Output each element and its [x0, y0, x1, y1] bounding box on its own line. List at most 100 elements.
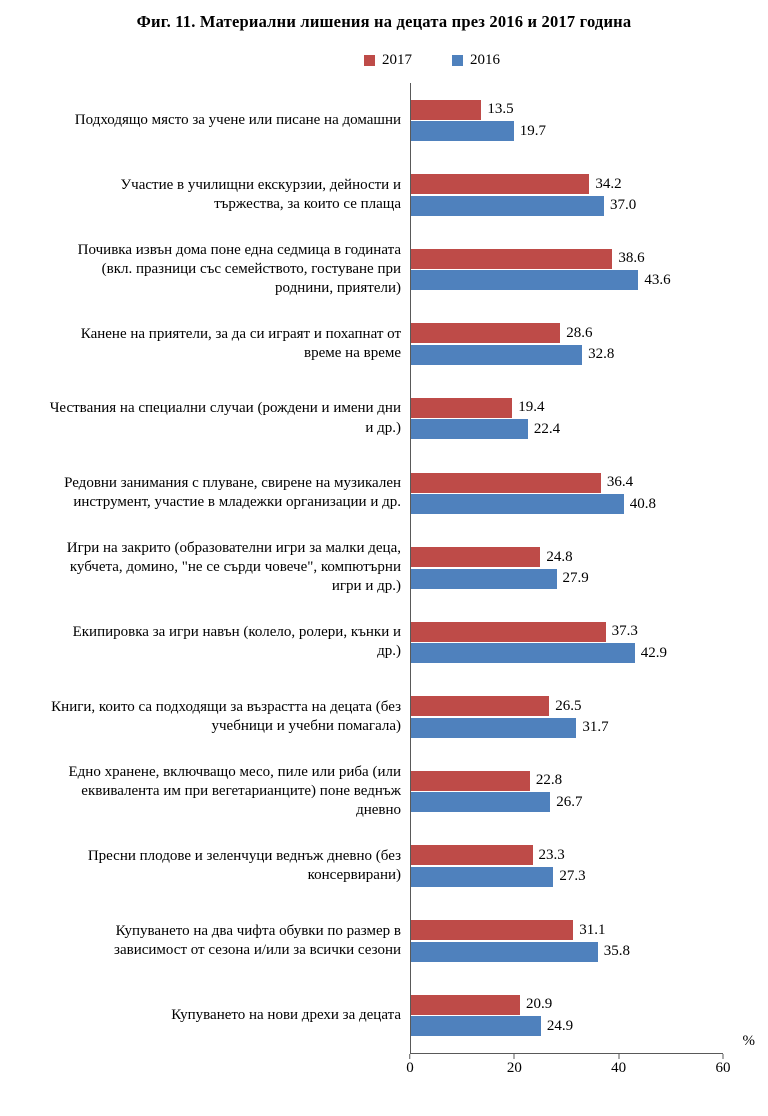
bar-group: 28.6 32.8 — [410, 306, 768, 382]
bar-2017 — [411, 621, 606, 642]
chart-row: Пресни плодове и зеленчуци веднъж дневно… — [0, 828, 768, 904]
value-label: 37.0 — [610, 197, 637, 214]
category-label: Чествания на специални случаи (рождени и… — [49, 400, 401, 436]
value-label: 24.8 — [546, 548, 573, 565]
legend-entry-2017: 2017 — [364, 52, 412, 69]
bar-group: 22.8 26.7 — [410, 754, 768, 829]
bar-2016 — [411, 643, 635, 664]
category-label: Купуването на нови дрехи за децата — [171, 1006, 401, 1023]
category-label: Участие в училищни екскурзии, дейности и… — [120, 176, 401, 212]
bar-2017 — [411, 845, 533, 866]
bar-2017 — [411, 174, 590, 195]
value-label: 40.8 — [629, 495, 657, 512]
value-label: 43.6 — [644, 271, 671, 288]
category-label: Екипировка за игри навън (колело, ролери… — [72, 624, 401, 660]
bar-2016 — [411, 717, 577, 738]
bar-group: 23.3 27.3 — [410, 828, 768, 904]
legend-entry-2016: 2016 — [452, 52, 500, 69]
chart-row: Екипировка за игри навън (колело, ролери… — [0, 605, 768, 680]
bar-2017 — [411, 696, 550, 717]
bar-2016 — [411, 1016, 541, 1037]
bar-2016 — [411, 941, 598, 962]
bar-group: 37.3 42.9 — [410, 605, 768, 680]
value-label: 38.6 — [618, 250, 645, 267]
value-label: 37.3 — [611, 623, 638, 640]
chart-row: Чествания на специални случаи (рождени и… — [0, 381, 768, 456]
value-label: 27.3 — [559, 868, 586, 885]
chart-row: Почивка извън дома поне една седмица в г… — [0, 232, 768, 307]
chart-row: Подходящо място за учене или писане на д… — [0, 83, 768, 158]
bar-2017 — [411, 397, 513, 418]
tick-label: 60 — [715, 1059, 731, 1076]
tick-label: 20 — [506, 1059, 522, 1076]
tick-mark — [409, 1053, 411, 1059]
value-label: 42.9 — [640, 644, 668, 661]
bar-group: 34.2 37.0 — [410, 157, 768, 233]
value-label: 32.8 — [588, 346, 615, 363]
value-label: 22.4 — [533, 420, 561, 437]
value-label: 13.5 — [487, 101, 514, 118]
bar-chart: Подходящо място за учене или писане на д… — [0, 83, 768, 1088]
chart-row: Редовни занимания с плуване, свирене на … — [0, 455, 768, 531]
value-label: 26.7 — [556, 793, 583, 810]
bar-2017 — [411, 99, 482, 120]
bar-2016 — [411, 419, 528, 440]
value-label: 19.7 — [519, 122, 547, 139]
value-label: 24.9 — [546, 1017, 574, 1034]
category-label: Книги, които са подходящи за възрастта н… — [51, 698, 401, 735]
value-label: 19.4 — [518, 399, 545, 416]
bar-2016 — [411, 792, 551, 813]
axis-unit-label: % — [742, 1032, 756, 1049]
value-label: 23.3 — [538, 846, 565, 863]
x-axis: 0 20 40 60 % — [406, 1033, 755, 1088]
tick-label: 40 — [611, 1059, 627, 1076]
value-label: 28.6 — [566, 324, 593, 341]
legend-label-2017: 2017 — [382, 52, 412, 68]
legend-swatch-2017 — [364, 55, 375, 66]
value-label: 20.9 — [526, 996, 553, 1013]
bar-2016 — [411, 121, 514, 142]
x-tick: 60 — [715, 1053, 731, 1077]
bar-2017 — [411, 248, 613, 269]
x-tick: 40 — [611, 1053, 627, 1077]
x-tick: 20 — [506, 1053, 522, 1077]
value-label: 26.5 — [555, 697, 582, 714]
bar-2016 — [411, 270, 639, 291]
value-label: 31.7 — [582, 719, 609, 736]
category-label: Почивка извън дома поне една седмица в г… — [77, 241, 401, 297]
tick-mark — [513, 1053, 515, 1059]
bar-2017 — [411, 920, 574, 941]
bar-2016 — [411, 568, 557, 589]
bar-2017 — [411, 472, 601, 493]
category-label: Пресни плодове и зеленчуци веднъж дневно… — [87, 848, 401, 884]
x-tick: 0 — [406, 1053, 414, 1077]
category-label: Едно хранене, включващо месо, пиле или р… — [68, 763, 402, 819]
chart-row: Книги, които са подходящи за възрастта н… — [0, 679, 768, 755]
bar-group: 19.4 22.4 — [410, 381, 768, 456]
category-label: Редовни занимания с плуване, свирене на … — [64, 475, 401, 511]
chart-title: Фиг. 11. Материални лишения на децата пр… — [136, 12, 632, 31]
chart-row: Участие в училищни екскурзии, дейности и… — [0, 157, 768, 233]
value-label: 31.1 — [579, 921, 606, 938]
bar-group: 24.8 27.9 — [410, 530, 768, 606]
tick-label: 0 — [406, 1059, 414, 1076]
bar-2016 — [411, 344, 583, 365]
bar-2016 — [411, 494, 624, 515]
bar-2016 — [411, 195, 604, 216]
chart-row: Едно хранене, включващо месо, пиле или р… — [0, 754, 768, 829]
chart-row: Купуването на два чифта обувки по размер… — [0, 903, 768, 979]
value-label: 35.8 — [603, 943, 631, 960]
tick-mark — [722, 1053, 724, 1059]
chart-row: Игри на закрито (образователни игри за м… — [0, 530, 768, 606]
chart-row: Канене на приятели, за да си играят и по… — [0, 306, 768, 382]
chart-legend: 2017 2016 — [96, 52, 768, 69]
tick-mark — [618, 1053, 620, 1059]
chart-row: Купуването на нови дрехи за децата 20.9 24… — [0, 978, 768, 1053]
bar-group: 20.9 24.9 — [410, 978, 768, 1053]
bar-2016 — [411, 866, 554, 887]
bar-group: 36.4 40.8 — [410, 455, 768, 531]
chart-rows: Подходящо място за учене или писане на д… — [0, 83, 768, 1053]
bar-2017 — [411, 323, 561, 344]
bar-2017 — [411, 994, 520, 1015]
